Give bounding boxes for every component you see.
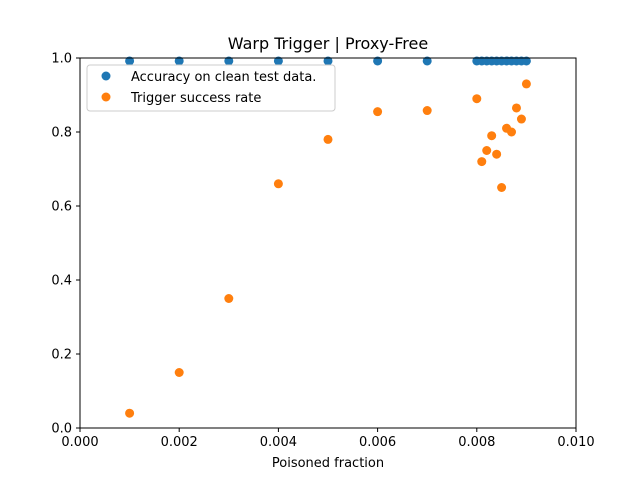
- y-tick-label: 0.8: [51, 126, 72, 141]
- trigger-success-point: [507, 127, 517, 137]
- x-axis-ticks: 0.000 0.002 0.004 0.006 0.008 0.010: [61, 428, 595, 450]
- trigger-success-point: [373, 107, 383, 117]
- plot-frame: [79, 57, 577, 429]
- accuracy-point: [422, 56, 432, 66]
- x-tick-label: 0.000: [61, 435, 98, 450]
- x-tick-label: 0.010: [557, 435, 594, 450]
- trigger-success-point: [487, 131, 497, 141]
- x-axis-label: Poisoned fraction: [272, 456, 384, 471]
- trigger-success-point: [511, 103, 521, 113]
- accuracy-point: [224, 56, 234, 66]
- x-tick-label: 0.004: [260, 435, 297, 450]
- accuracy-point: [125, 56, 135, 66]
- accuracy-point: [373, 56, 383, 66]
- y-axis-ticks: 0.0 0.2 0.4 0.6 0.8 1.0: [51, 52, 80, 437]
- data-points: [125, 56, 531, 418]
- trigger-success-point: [174, 368, 184, 377]
- x-tick-label: 0.008: [458, 435, 495, 450]
- trigger-success-point: [497, 183, 507, 192]
- trigger-success-point: [472, 94, 482, 104]
- x-tick-label: 0.006: [359, 435, 396, 450]
- trigger-success-point: [422, 106, 432, 116]
- y-tick-label: 1.0: [51, 52, 72, 67]
- trigger-success-point: [482, 146, 492, 155]
- accuracy-point: [273, 56, 283, 66]
- accuracy-point: [323, 56, 333, 66]
- legend-marker-trigger-success: [101, 92, 111, 102]
- legend: Accuracy on clean test data. Trigger suc…: [86, 64, 336, 112]
- trigger-success-point: [516, 114, 526, 124]
- trigger-success-point: [273, 179, 283, 189]
- trigger-success-point: [521, 79, 531, 89]
- chart-title: Warp Trigger | Proxy-Free: [228, 34, 428, 53]
- accuracy-point: [521, 56, 531, 66]
- legend-marker-accuracy: [101, 71, 111, 81]
- legend-label-accuracy: Accuracy on clean test data.: [131, 70, 316, 85]
- trigger-success-point: [125, 408, 135, 418]
- trigger-success-point: [492, 149, 502, 159]
- trigger-success-point: [224, 294, 234, 303]
- trigger-success-point: [323, 134, 333, 144]
- y-tick-label: 0.0: [51, 422, 72, 437]
- y-tick-label: 0.2: [51, 348, 72, 363]
- accuracy-point: [174, 56, 184, 66]
- trigger-success-point: [477, 157, 487, 167]
- y-tick-label: 0.4: [51, 274, 72, 289]
- y-tick-label: 0.6: [51, 200, 72, 215]
- legend-label-trigger-success: Trigger success rate: [130, 91, 261, 106]
- legend-box: [86, 64, 336, 112]
- x-tick-label: 0.002: [161, 435, 198, 450]
